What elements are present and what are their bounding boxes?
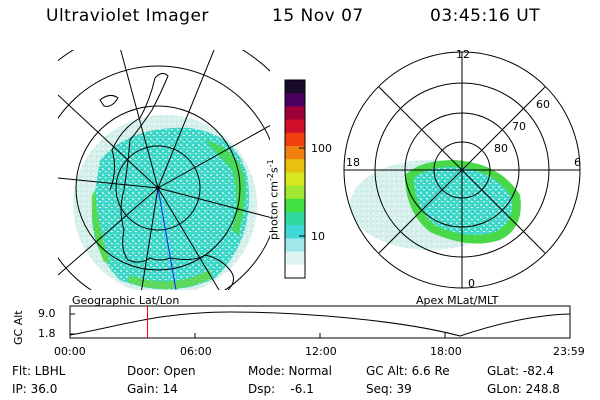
glon-status: GLon: 248.8 — [487, 382, 560, 396]
colorbar-stripe — [285, 132, 305, 147]
mlt-label-12: 12 — [456, 48, 470, 61]
date-label: 15 Nov 07 — [272, 6, 364, 26]
colorbar-stripe — [285, 159, 305, 173]
colorbar-stripe — [285, 93, 305, 107]
gain-status: Gain: 14 — [127, 382, 178, 396]
time-label: 03:45:16 UT — [430, 6, 541, 26]
filter-status: Flt: LBHL — [12, 364, 66, 378]
glat-status: GLat: -82.4 — [487, 364, 554, 378]
coastline — [109, 72, 234, 290]
geographic-caption: Geographic Lat/Lon — [72, 294, 180, 307]
altitude-ytick-high: 9.0 — [38, 307, 56, 320]
geographic-map — [58, 50, 270, 290]
colorbar-stripe — [285, 212, 305, 226]
colorbar-stripe — [285, 119, 305, 134]
colorbar-tick-100: 100 — [311, 142, 332, 155]
colorbar-stripe — [285, 172, 305, 187]
mlt-label-18: 18 — [346, 156, 360, 169]
colorbar-stripe — [285, 251, 305, 266]
colorbar-stripe — [285, 198, 305, 213]
altitude-plot — [69, 305, 571, 339]
colorbar-stripe — [285, 185, 305, 200]
altitude-ylabel: GC Alt — [12, 310, 25, 345]
mlat-label-60: 60 — [536, 98, 550, 111]
colorbar-tick-10: 10 — [311, 230, 325, 243]
altitude-xtick-3: 18:00 — [430, 345, 462, 358]
magnetic-polar-map — [343, 51, 581, 289]
terminator-line — [157, 187, 177, 290]
colorbar-unit: photon cm-2s-1 — [266, 159, 281, 240]
altitude-xtick-2: 12:00 — [305, 345, 337, 358]
colorbar — [284, 79, 306, 279]
seq-status: Seq: 39 — [366, 382, 412, 396]
ip-status: IP: 36.0 — [12, 382, 58, 396]
mlt-label-6: 6 — [574, 156, 581, 169]
colorbar-stripe — [285, 264, 305, 279]
gc-alt-status: GC Alt: 6.6 Re — [366, 364, 450, 378]
colorbar-stripe — [285, 146, 305, 160]
altitude-xtick-4: 23:59 — [553, 345, 585, 358]
colorbar-stripe — [285, 238, 305, 253]
altitude-xtick-1: 06:00 — [180, 345, 212, 358]
mode-status: Mode: Normal — [248, 364, 332, 378]
apex-caption: Apex MLat/MLT — [416, 294, 499, 307]
dsp-status: Dsp: -6.1 — [248, 382, 314, 396]
colorbar-stripe — [285, 225, 305, 239]
mlt-label-0: 0 — [468, 277, 475, 290]
altitude-xtick-0: 00:00 — [54, 345, 86, 358]
instrument-title: Ultraviolet Imager — [46, 6, 209, 26]
altitude-ytick-low: 1.8 — [38, 327, 56, 340]
altitude-curve — [69, 311, 571, 337]
door-status: Door: Open — [127, 364, 196, 378]
mlat-label-80: 80 — [494, 142, 508, 155]
colorbar-stripe — [285, 80, 305, 94]
pole-marker — [156, 186, 160, 190]
colorbar-stripe — [285, 106, 305, 121]
mlat-label-70: 70 — [512, 120, 526, 133]
